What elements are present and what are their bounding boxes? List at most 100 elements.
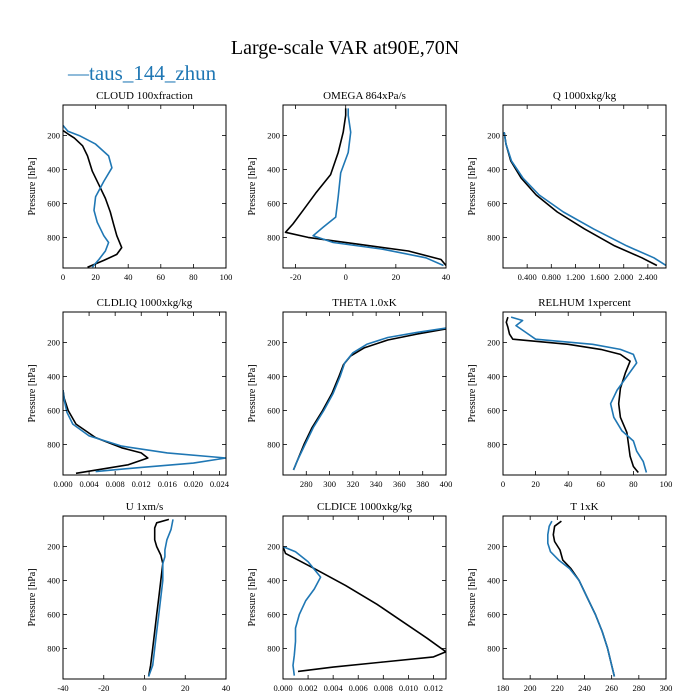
x-tick-label: 0.002 — [299, 683, 318, 693]
x-tick-label: 0.800 — [542, 272, 561, 282]
series-line-blue — [312, 108, 444, 267]
panel-title: U 1xm/s — [126, 501, 164, 513]
plot-frame — [502, 104, 667, 269]
y-axis-label: Pressure [hPa] — [247, 568, 258, 626]
y-axis-label: Pressure [hPa] — [247, 364, 258, 422]
series-line-blue — [147, 519, 174, 677]
x-tick-label: 40 — [442, 272, 451, 282]
y-tick-label: 400 — [47, 372, 60, 382]
y-tick-label: 600 — [47, 405, 60, 415]
panel-title: CLDICE 1000xkg/kg — [317, 501, 413, 513]
legend-symbol: — — [67, 61, 90, 85]
plot-frame — [502, 515, 667, 680]
series-line-black — [505, 316, 639, 474]
x-tick-label: 260 — [605, 683, 618, 693]
y-tick-label: 200 — [487, 338, 500, 348]
y-tick-label: 400 — [267, 165, 280, 175]
series-line-blue — [547, 520, 616, 677]
x-tick-label: 360 — [393, 479, 406, 489]
x-tick-label: 20 — [91, 272, 100, 282]
x-tick-label: 280 — [632, 683, 645, 693]
y-tick-label: 800 — [267, 232, 280, 242]
panel-relhum: RELHUM 1xpercent Pressure [hPa] 0 20 40 60 80 1… — [467, 297, 672, 489]
x-tick-label: 60 — [597, 479, 606, 489]
series-line-black — [147, 518, 170, 677]
x-tick-label: 1.200 — [566, 272, 585, 282]
x-tick-label: 60 — [157, 272, 166, 282]
x-tick-label: 0.000 — [273, 683, 292, 693]
y-tick-label: 400 — [267, 576, 280, 586]
panel-title: T 1xK — [570, 501, 598, 513]
x-tick-label: 0.024 — [210, 479, 230, 489]
x-tick-label: 280 — [300, 479, 313, 489]
x-tick-label: 0.010 — [399, 683, 418, 693]
panel-q: Q 1000xkg/kg Pressure [hPa] 0.400 0.800 1.20… — [467, 90, 667, 282]
x-tick-label: 20 — [531, 479, 540, 489]
panel-title: CLDLIQ 1000xkg/kg — [97, 297, 193, 309]
panels: CLOUD 100xfraction Pressure [hPa] 0 20 40 60 8… — [27, 90, 672, 693]
x-tick-label: -20 — [290, 272, 301, 282]
plot-frame — [282, 311, 447, 476]
plot-frame — [282, 515, 447, 680]
x-tick-label: 380 — [416, 479, 429, 489]
panel-title: THETA 1.0xK — [332, 297, 397, 309]
y-axis-label: Pressure [hPa] — [467, 364, 478, 422]
x-tick-label: 2.000 — [614, 272, 633, 282]
series-line-black — [63, 389, 149, 475]
x-tick-label: 0 — [501, 479, 505, 489]
panel-title: RELHUM 1xpercent — [538, 297, 631, 309]
panel-cloud: CLOUD 100xfraction Pressure [hPa] 0 20 40 60 8… — [27, 90, 232, 282]
x-tick-label: -20 — [98, 683, 109, 693]
x-tick-label: 300 — [323, 479, 336, 489]
y-tick-label: 600 — [267, 609, 280, 619]
y-axis-label: Pressure [hPa] — [27, 568, 38, 626]
y-tick-label: 800 — [487, 439, 500, 449]
panel-theta: THETA 1.0xK Pressure [hPa] 280 300 320 340 360… — [247, 297, 452, 489]
panel-cldliq: CLDLIQ 1000xkg/kg Pressure [hPa] 0.000 0.00… — [27, 297, 230, 489]
panel-title: OMEGA 864xPa/s — [323, 90, 406, 102]
x-tick-label: 400 — [440, 479, 453, 489]
x-tick-label: 0.000 — [53, 479, 72, 489]
y-tick-label: 600 — [487, 609, 500, 619]
x-tick-label: 0.012 — [132, 479, 151, 489]
x-tick-label: 100 — [220, 272, 233, 282]
series-line-blue — [63, 124, 113, 268]
y-tick-label: 200 — [267, 131, 280, 141]
series-line-black — [283, 546, 446, 673]
panel-t: T 1xK Pressure [hPa] 180 200 220 240 260 280 300… — [467, 501, 672, 693]
y-tick-label: 800 — [487, 232, 500, 242]
y-tick-label: 200 — [487, 131, 500, 141]
y-tick-label: 400 — [47, 576, 60, 586]
series-line-blue — [503, 132, 666, 267]
panel-title: Q 1000xkg/kg — [553, 90, 617, 102]
y-tick-label: 800 — [47, 643, 60, 653]
y-tick-label: 400 — [47, 165, 60, 175]
x-tick-label: 0.012 — [424, 683, 443, 693]
y-tick-label: 600 — [267, 198, 280, 208]
series-line-black — [552, 520, 616, 677]
panel-omega: OMEGA 864xPa/s Pressure [hPa] -20 0 20 40 200 4… — [247, 90, 450, 282]
x-tick-label: 0 — [344, 272, 348, 282]
y-tick-label: 400 — [487, 372, 500, 382]
y-tick-label: 600 — [487, 198, 500, 208]
y-tick-label: 200 — [47, 131, 60, 141]
series-line-black — [284, 108, 446, 267]
x-tick-label: -40 — [57, 683, 68, 693]
y-tick-label: 400 — [267, 372, 280, 382]
x-tick-label: 0.004 — [324, 683, 344, 693]
x-tick-label: 320 — [346, 479, 359, 489]
y-axis-label: Pressure [hPa] — [467, 568, 478, 626]
x-tick-label: 200 — [524, 683, 537, 693]
x-tick-label: 2.400 — [638, 272, 657, 282]
series-line-black — [63, 129, 123, 268]
x-tick-label: 340 — [370, 479, 383, 489]
series-line-black — [503, 132, 658, 267]
legend: — taus_144_zhun — [67, 61, 217, 85]
plot-frame — [502, 311, 667, 476]
y-tick-label: 800 — [267, 643, 280, 653]
series-line-blue — [63, 389, 226, 473]
x-tick-label: 300 — [660, 683, 673, 693]
plot-frame — [282, 104, 447, 269]
series-line-black — [292, 328, 446, 471]
